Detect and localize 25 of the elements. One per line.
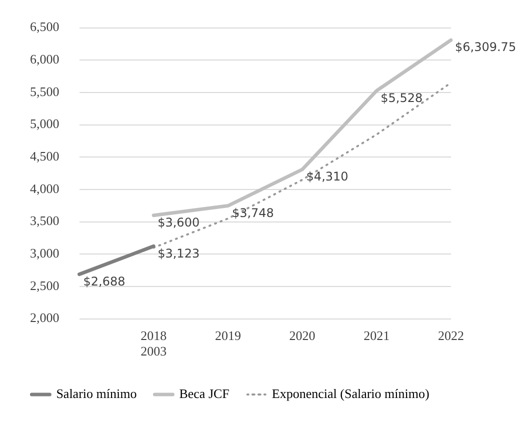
text: $3,600 xyxy=(158,215,200,230)
x-tick-label: 2019 xyxy=(214,328,241,344)
y-tick-label: 5,000 xyxy=(30,116,60,132)
text: $6,309.75 xyxy=(455,40,516,54)
text: $5,528 xyxy=(380,90,423,105)
text: $2,688 xyxy=(83,274,126,288)
y-tick-label: 4,500 xyxy=(30,148,60,164)
y-tick-label: 3,500 xyxy=(30,213,60,228)
x-tick-label: 2018 2003 xyxy=(140,328,167,359)
x-tick-label: 2022 xyxy=(438,328,464,344)
text: $3,748 xyxy=(232,206,274,220)
y-tick-label: 6,500 xyxy=(30,19,60,34)
legend-label: Salario mínimo xyxy=(56,386,137,401)
x-tick-label: 2021 xyxy=(364,328,390,344)
legend-label: Beca JCF xyxy=(179,386,230,401)
y-tick-label: 4,000 xyxy=(30,180,60,196)
legend-label: Exponencial (Salario mínimo) xyxy=(272,386,430,401)
x-tick-label: 2020 xyxy=(289,328,316,344)
text: $4,310 xyxy=(306,170,348,184)
y-tick-label: 5,500 xyxy=(30,84,60,99)
y-tick-label: 2,000 xyxy=(30,310,60,326)
y-tick-label: 2,500 xyxy=(30,278,60,293)
y-tick-label: 6,000 xyxy=(30,52,60,67)
text: $3,123 xyxy=(158,246,200,260)
y-tick-label: 3,000 xyxy=(30,246,60,261)
